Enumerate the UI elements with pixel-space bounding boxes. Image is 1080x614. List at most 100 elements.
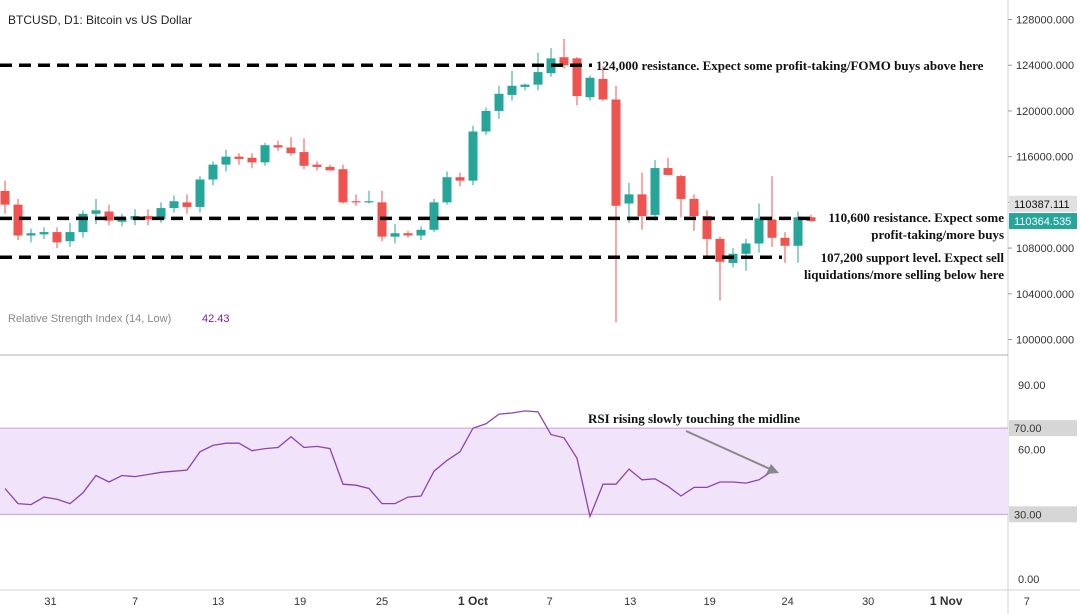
candle [234,153,244,165]
price-tick-label: 120000.000 [1016,106,1074,118]
candle [533,52,543,91]
time-tick-label: 13 [212,596,224,608]
candle [104,204,114,226]
rsi-band-fill [0,428,1008,515]
price-badge-bg [1009,195,1077,212]
candle [507,70,517,101]
candle [377,190,387,242]
candle-body [65,232,75,242]
time-tick-label: 7 [547,596,553,608]
candle [78,210,88,238]
candle-body [442,177,452,203]
price-badge: 110364.535 [1009,213,1077,230]
candle-body [78,213,88,233]
candle-body [169,201,179,209]
time-axis: 31 7 13 19 25 1 Oct 7 13 19 24 30 1 Nov 7 [44,594,1029,608]
price-tick-label: 100000.000 [1016,335,1074,347]
rsi-band-badge: 30.00 [1009,506,1077,523]
candle-body [182,202,192,207]
candle-body [286,147,296,154]
candle [741,238,751,271]
price-tick-label: 128000.000 [1016,15,1074,27]
candle-body [208,164,218,180]
rsi-tick-label: 60.00 [1018,445,1046,457]
time-tick-label: 1 Nov [930,594,963,608]
arrow-head [766,464,779,474]
candle-body [494,93,504,111]
candle [260,142,270,166]
arrow-shaft [685,430,771,470]
time-tick-label: 19 [703,596,715,608]
candle [520,83,530,91]
candle-body [637,194,647,217]
time-tick-label: 7 [1024,596,1030,608]
annotation-110600-line1: 110,600 resistance. Expect some [828,210,1004,225]
candle [65,222,75,247]
candle-body [507,85,517,95]
candle-body [598,78,608,100]
candle [416,226,426,241]
candle-body [260,145,270,163]
price-tick-label: 104000.000 [1016,289,1074,301]
price-tick-label: 108000.000 [1016,243,1074,255]
candle [52,227,62,249]
candle [351,194,361,206]
candle-body [13,204,23,236]
candle [806,214,816,222]
candle-body [0,190,10,205]
candle [455,172,465,187]
candle [689,194,699,231]
candle [26,228,36,243]
candle-body [741,243,751,254]
candle [299,138,309,170]
candle [273,140,283,151]
candle-body [39,232,49,235]
time-tick-label: 30 [862,596,874,608]
rsi-indicator-label: Relative Strength Index (14, Low) [8,313,171,325]
annotation-110600-line2: profit-taking/more buys [871,227,1004,242]
candle-body [416,229,426,236]
candle-body [702,216,712,239]
rsi-band-badge-bg [1009,420,1077,437]
candle [715,236,725,301]
candle [663,157,673,175]
price-badge-label: 110387.111 [1014,199,1070,211]
candle [611,85,621,323]
candle [403,230,413,238]
rsi-line [4,410,773,519]
candle-body [312,164,322,167]
candle [221,149,231,172]
candle-body [403,233,413,236]
candle [208,161,218,186]
candle-body [481,110,491,132]
annotation-107200-line1: 107,200 support level. Expect sell [821,250,1005,265]
candle-body [624,194,634,204]
candle-body [676,176,686,199]
candle [39,227,49,239]
price-badge: 110387.111 [1009,195,1077,212]
candle [286,137,296,156]
candle [481,107,491,135]
candle [247,153,257,169]
candle [364,190,374,204]
candle-body [650,168,660,215]
candle-body [429,202,439,230]
rsi-tick-label: 0.00 [1018,574,1039,586]
candle-body [780,237,790,246]
rsi-band-badge-label: 30.00 [1014,509,1042,521]
candle [182,194,192,214]
candle-body [468,131,478,181]
candle [468,125,478,186]
candle-body [273,145,283,148]
candle [754,203,764,253]
price-axis: 128000.000 124000.000 120000.000 116000.000… [1008,15,1074,347]
candle-body [585,77,595,98]
chart-title: BTCUSD, D1: Bitcoin vs US Dollar [8,13,192,27]
candle [767,176,777,247]
time-tick-label: 24 [781,596,793,608]
candle-body [104,211,114,221]
candle-body [234,156,244,159]
time-tick-label: 25 [376,596,388,608]
candlestick-series [0,38,816,323]
candle-body [793,217,803,246]
